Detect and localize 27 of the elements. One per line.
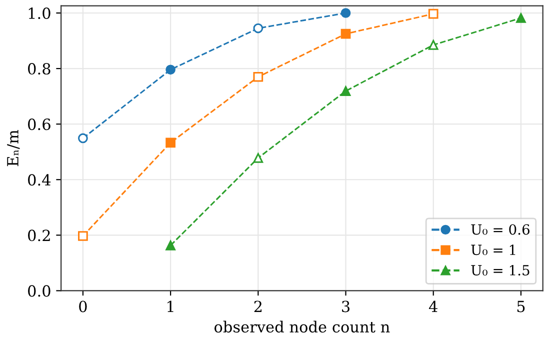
point (340, 86, 351, 96)
point (166, 64, 176, 75)
y-tick-label: 0.4 (28, 174, 51, 186)
y-tick-label: 0.8 (28, 63, 50, 75)
x-tick-label: 4 (428, 300, 438, 312)
legend-label: U₀ = 1 (471, 244, 516, 256)
x-tick-label: 5 (517, 300, 525, 312)
y-tick-label: 0.6 (28, 118, 50, 130)
legend-label: U₀ = 0.6 (471, 224, 530, 235)
x-tick-label: 2 (254, 300, 262, 312)
x-tick-label: 3 (342, 300, 350, 312)
point (516, 13, 526, 23)
point (166, 138, 176, 148)
y-tick-label: 0.0 (28, 285, 50, 297)
x-tick-label: 0 (79, 300, 87, 312)
legend-label: U₀ = 1.5 (471, 265, 530, 276)
point (340, 28, 351, 39)
point (78, 231, 88, 241)
x-tick-label: 1 (168, 300, 174, 312)
y-tick-label: 1.0 (28, 7, 50, 20)
x-axis-title: observed node count n (214, 320, 390, 333)
y-axis-title: Eₙ/m (7, 130, 20, 166)
point (428, 8, 438, 19)
point (340, 8, 351, 18)
point (166, 240, 176, 250)
point (253, 72, 264, 82)
y-tick-label: 0.2 (28, 230, 50, 242)
